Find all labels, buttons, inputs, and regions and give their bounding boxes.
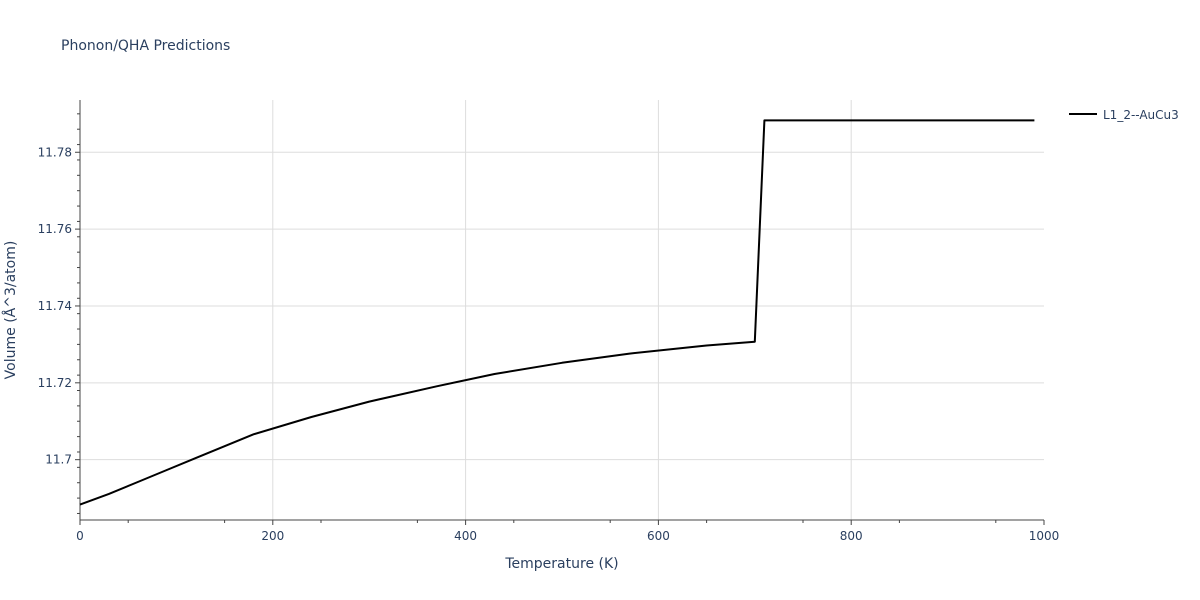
y-tick-label: 11.74: [38, 299, 72, 313]
legend[interactable]: L1_2--AuCu3: [1069, 108, 1179, 122]
series-line: [79, 119, 1035, 506]
y-tick-label: 11.76: [38, 222, 72, 236]
x-tick-label: 800: [840, 529, 863, 543]
x-tick-labels: 0 200 400 600 800 1000: [76, 529, 1059, 543]
x-tick-label: 400: [454, 529, 477, 543]
x-tick-label: 0: [76, 529, 84, 543]
x-tick-label: 200: [261, 529, 284, 543]
x-tick-label: 600: [647, 529, 670, 543]
y-tick-label: 11.7: [45, 453, 72, 467]
x-axis-title: Temperature (K): [504, 556, 618, 572]
legend-label: L1_2--AuCu3: [1103, 108, 1179, 122]
axes: [75, 100, 1045, 525]
chart-title: Phonon/QHA Predictions: [61, 38, 230, 54]
y-tick-label: 11.78: [38, 145, 72, 159]
y-tick-label: 11.72: [38, 376, 72, 390]
x-tick-label: 1000: [1029, 529, 1060, 543]
y-axis-title: Volume (Å^3/atom): [2, 241, 19, 380]
grid: [80, 100, 1044, 520]
y-tick-labels: 11.7 11.72 11.74 11.76 11.78: [38, 145, 72, 466]
series-lines: [79, 119, 1035, 506]
